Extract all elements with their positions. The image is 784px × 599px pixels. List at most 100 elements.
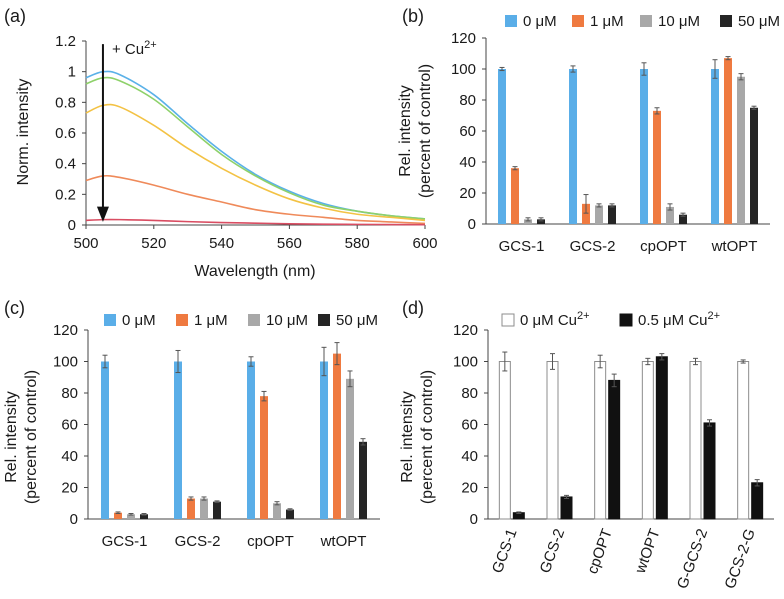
panel-d-bar-wtOPT-0 <box>641 361 654 520</box>
panel-c-bar-cpOPT-2 <box>273 503 281 519</box>
panel-a-xtick-label: 520 <box>141 235 166 252</box>
panel-d-category-label: GCS-1 <box>489 527 521 576</box>
panel-a-xtick-label: 560 <box>277 235 302 252</box>
panel-c-legend-label-2: 10 μM <box>266 312 308 329</box>
panel-c-legend-text: 10 μM <box>266 312 308 329</box>
panel-c-bar-GCS-1-3 <box>140 514 148 519</box>
panel-d-legend-swatch-1 <box>619 313 633 327</box>
panel-c-ytick-label: 0 <box>70 511 78 528</box>
panel-c-legend-label-3: 50 μM <box>336 312 378 329</box>
panel-d-legend-text: 0.5 μM Cu <box>638 312 708 329</box>
panel-a-xtick-label: 500 <box>73 235 98 252</box>
panel-c-legend-text: 50 μM <box>336 312 378 329</box>
panel-c-category-label: wtOPT <box>320 533 367 550</box>
panel-d-category-label: cpOPT <box>584 527 616 577</box>
panel-c-bar-cpOPT-1 <box>260 396 268 519</box>
panel-a-ytick-label: 0 <box>68 217 76 234</box>
panel-d-category-label: wtOPT <box>632 527 664 577</box>
panel-d-legend-label-0: 0 μM Cu2+ <box>520 310 590 329</box>
panel-d-legend-text: 0 μM Cu <box>520 312 577 329</box>
panel-b-legend-text: 0 μM <box>523 13 557 30</box>
panel-d-ytick-label: 120 <box>453 322 478 339</box>
panel-b-ytick-label: 40 <box>459 154 476 171</box>
panel-b-bar-GCS-1-1 <box>511 168 519 224</box>
panel-d-bar-GCS-2-1 <box>560 496 573 520</box>
panel-c-ytick-label: 120 <box>53 322 78 339</box>
panel-c-legend-text: 0 μM <box>122 312 156 329</box>
panel-b-ylabel-2: (percent of control) <box>417 64 434 198</box>
panel-c-category-label: GCS-1 <box>102 533 148 550</box>
panel-b-category-label: GCS-1 <box>499 238 545 255</box>
panel-b-ytick-label: 60 <box>459 123 476 140</box>
panel-c-category-label: GCS-2 <box>175 533 221 550</box>
panel-a-xlabel: Wavelength (nm) <box>194 263 315 280</box>
panel-b-bar-cpOPT-2 <box>666 206 674 224</box>
panel-c-legend-swatch-1 <box>176 314 188 326</box>
panel-b-bar-wtOPT-1 <box>724 58 732 225</box>
panel-c-label: (c) <box>4 298 25 318</box>
panel-d-bar-wtOPT-1 <box>655 356 668 520</box>
panel-c-ylabel-1: Rel. intensity <box>3 391 20 483</box>
panel-b-legend-swatch-0 <box>505 15 517 27</box>
panel-d-bar-GCS-2-G-1 <box>751 482 764 520</box>
panel-c-bar-wtOPT-2 <box>346 378 354 519</box>
panel-d-bar-GCS-2-G-0 <box>737 361 750 520</box>
panel-a-line-curve-4 <box>85 174 426 225</box>
panel-a-arrow-head <box>96 206 109 222</box>
panel-b-legend-swatch-1 <box>572 15 584 27</box>
panel-c-ytick-label: 80 <box>61 385 78 402</box>
panel-a-line-curve-5 <box>85 218 426 226</box>
panel-d-label: (d) <box>402 298 424 318</box>
panel-b-bar-GCS-2-1 <box>582 203 590 224</box>
panel-c-ytick-label: 20 <box>61 480 78 497</box>
panel-c-legend-swatch-0 <box>104 314 116 326</box>
panel-c-bar-GCS-2-0 <box>174 361 182 519</box>
panel-b-category-label: GCS-2 <box>570 238 616 255</box>
panel-b-legend-label-2: 10 μM <box>658 13 700 30</box>
panel-b-bar-GCS-2-0 <box>569 69 577 224</box>
panel-b-bar-GCS-1-2 <box>524 219 532 224</box>
panel-b-bar-GCS-2-2 <box>595 205 603 224</box>
annotation-superscript: 2+ <box>144 39 157 51</box>
panel-b-category-label: cpOPT <box>640 238 687 255</box>
panel-c-ytick-label: 60 <box>61 417 78 434</box>
panel-b-bar-wtOPT-3 <box>750 107 758 224</box>
annotation-text: + Cu <box>112 41 144 58</box>
panel-c-legend-label-1: 1 μM <box>194 312 228 329</box>
panel-d-legend-superscript: 2+ <box>708 310 721 322</box>
panel-d-bar-GCS-1-0 <box>498 361 511 520</box>
panel-b-bar-cpOPT-0 <box>640 69 648 224</box>
panel-c-ytick-label: 40 <box>61 448 78 465</box>
panel-c-ytick-label: 100 <box>53 354 78 371</box>
panel-c-bar-GCS-2-1 <box>187 498 195 519</box>
panel-d-bar-cpOPT-1 <box>608 379 621 520</box>
panel-b-ytick-label: 120 <box>451 30 476 47</box>
panel-a-xtick-label: 580 <box>345 235 370 252</box>
panel-b-legend-swatch-3 <box>720 15 732 27</box>
panel-a-line-curve-2 <box>85 76 426 220</box>
panel-a-ytick-label: 0.4 <box>55 156 76 173</box>
panel-d-category-label: GCS-2-G <box>722 527 759 592</box>
panel-d-ylabel-1: Rel. intensity <box>399 391 416 483</box>
panel-d-ytick-label: 20 <box>461 480 478 497</box>
panel-c-bar-GCS-2-3 <box>213 501 221 519</box>
panel-a-ytick-label: 0.8 <box>55 94 76 111</box>
panel-a-ytick-label: 1.2 <box>55 33 76 50</box>
panel-b-ytick-label: 20 <box>459 185 476 202</box>
panel-a-label: (a) <box>4 6 26 26</box>
panel-a-xtick-label: 540 <box>209 235 234 252</box>
panel-c-bar-GCS-1-2 <box>127 514 135 519</box>
panel-a-ytick-label: 1 <box>68 64 76 81</box>
panel-d-ytick-label: 80 <box>461 385 478 402</box>
panel-b-legend-swatch-2 <box>640 15 652 27</box>
panel-d-category-label: G-GCS-2 <box>674 527 711 592</box>
panel-b-legend-text: 10 μM <box>658 13 700 30</box>
panel-b-bar-GCS-2-3 <box>608 205 616 224</box>
panel-d-ylabel-2: (percent of control) <box>419 370 436 504</box>
panel-b-legend-label-1: 1 μM <box>590 13 624 30</box>
panel-b-bar-GCS-1-3 <box>537 219 545 224</box>
panel-a-xtick-label: 600 <box>412 235 437 252</box>
panel-a-line-curve-3 <box>85 103 426 222</box>
panel-b-label: (b) <box>402 6 424 26</box>
